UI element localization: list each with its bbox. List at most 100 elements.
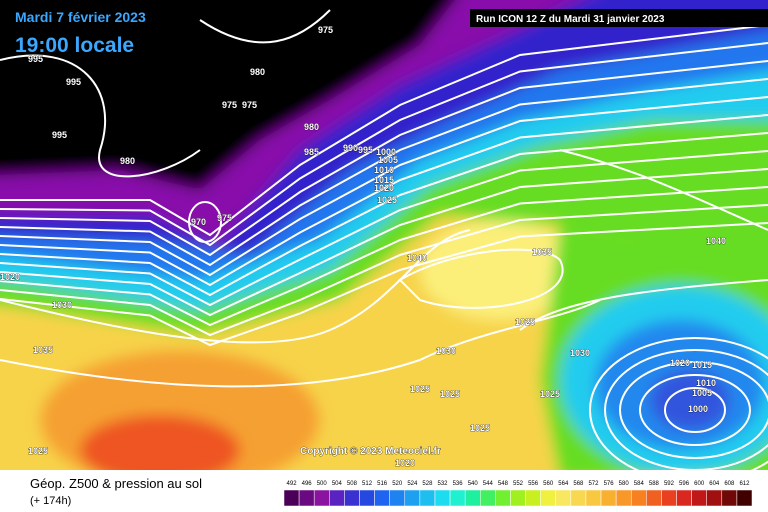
legend-label: 560 <box>543 481 554 487</box>
isobar <box>0 60 768 257</box>
legend-label: 540 <box>468 481 479 487</box>
pressure-label: 1025 <box>470 423 490 433</box>
pressure-label: 1000 <box>376 147 396 157</box>
legend-label: 544 <box>483 481 494 487</box>
pressure-label: 1000 <box>688 404 708 414</box>
legend-label: 600 <box>694 481 705 487</box>
legend-label: 500 <box>317 481 328 487</box>
pressure-label: 1030 <box>570 348 590 358</box>
legend-label: 536 <box>453 481 464 487</box>
legend-swatch <box>510 489 526 507</box>
run-info: Run ICON 12 Z du Mardi 31 janvier 2023 <box>476 14 665 25</box>
pressure-label: 1015 <box>374 175 394 185</box>
legend-swatch <box>313 489 330 507</box>
pressure-label: 1025 <box>410 384 430 394</box>
legend-swatch <box>661 489 677 507</box>
legend-swatch <box>344 489 360 507</box>
isobar <box>188 201 222 243</box>
time: 19:00 locale <box>15 34 134 57</box>
legend-label: 592 <box>664 481 675 487</box>
legend-label: 596 <box>679 481 690 487</box>
legend-swatch <box>449 489 466 507</box>
isobar <box>0 114 768 287</box>
isobar <box>0 150 768 307</box>
pressure-label: 1025 <box>377 195 397 205</box>
legend-label: 568 <box>573 481 584 487</box>
isobar <box>199 9 331 44</box>
pressure-label: 1010 <box>696 378 716 388</box>
legend-swatch <box>359 489 375 507</box>
pressure-label: 980 <box>120 156 135 166</box>
pressure-label: 1020 <box>374 183 394 193</box>
legend-label: 496 <box>302 481 313 487</box>
legend-swatch <box>555 489 572 507</box>
date: Mardi 7 février 2023 <box>15 9 146 25</box>
legend-swatch <box>736 489 753 507</box>
isobars <box>0 9 768 483</box>
pressure-label: 985 <box>304 147 319 157</box>
pressure-label: 1005 <box>378 155 398 165</box>
pressure-label: 975 <box>242 100 257 110</box>
pressure-label: 1020 <box>0 272 20 282</box>
pressure-label: 1005 <box>692 388 712 398</box>
pressure-label: 975 <box>217 213 232 223</box>
field <box>0 0 455 190</box>
pressure-label: 1030 <box>52 300 72 310</box>
pressure-label: 980 <box>304 122 319 132</box>
legend-label: 528 <box>422 481 433 487</box>
legend-label: 576 <box>604 481 615 487</box>
legend-swatch <box>389 489 406 507</box>
legend-swatch <box>630 489 647 507</box>
legend-swatch <box>646 489 662 507</box>
pressure-label: 1025 <box>28 446 48 456</box>
pressure-label: 1025 <box>440 389 460 399</box>
field <box>80 415 240 485</box>
legend-swatch <box>404 489 421 507</box>
isobar <box>398 248 564 309</box>
legend-label: 512 <box>362 481 373 487</box>
legend-swatch <box>329 489 345 507</box>
pressure-label: 1025 <box>515 317 535 327</box>
legend-swatch <box>434 489 451 507</box>
legend-label: 492 <box>287 481 298 487</box>
isobar <box>0 24 768 237</box>
legend-label: 604 <box>709 481 720 487</box>
isobar <box>0 42 768 247</box>
isobar <box>0 54 201 178</box>
pressure-label: 995 <box>358 145 373 155</box>
pressure-label: 1020 <box>670 358 690 368</box>
legend-swatch <box>495 489 511 507</box>
footer-lead: (+ 174h) <box>30 495 71 507</box>
field <box>650 370 730 430</box>
pressure-label: 970 <box>191 217 206 227</box>
legend-label: 516 <box>377 481 388 487</box>
pressure-label: 1035 <box>532 247 552 257</box>
legend-label: 552 <box>513 481 524 487</box>
run-box <box>470 9 768 27</box>
isobar <box>0 204 768 337</box>
pressure-label: 1025 <box>540 389 560 399</box>
legend-swatch <box>585 489 602 507</box>
legend: 492 496 500 504 508 512 516 520 524 528 532 536 540 5… <box>283 481 753 507</box>
legend-label: 520 <box>392 481 403 487</box>
isobar <box>559 149 768 231</box>
legend-label: 508 <box>347 481 358 487</box>
pressure-label: 995 <box>28 54 43 64</box>
legend-label: 548 <box>498 481 509 487</box>
copyright: Copyright © 2023 Meteociel.fr <box>300 446 441 457</box>
legend-swatch <box>283 489 300 507</box>
isobar <box>0 222 768 347</box>
legend-label: 612 <box>739 481 750 487</box>
pressure-label: 975 <box>222 100 237 110</box>
legend-label: 588 <box>649 481 660 487</box>
legend-label: 564 <box>558 481 569 487</box>
legend-label: 532 <box>438 481 449 487</box>
legend-label: 608 <box>724 481 735 487</box>
isobar <box>0 299 601 388</box>
pressure-label: 975 <box>318 25 333 35</box>
legend-swatch <box>525 489 541 507</box>
pressure-label: 995 <box>66 77 81 87</box>
isobar <box>664 387 726 433</box>
